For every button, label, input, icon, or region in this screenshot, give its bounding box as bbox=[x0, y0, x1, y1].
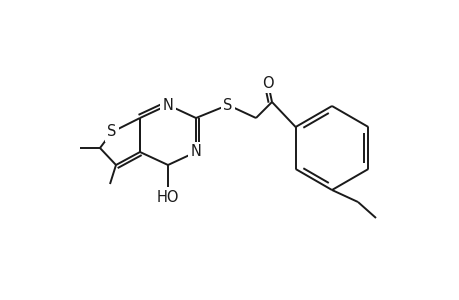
Text: S: S bbox=[107, 124, 117, 140]
Text: O: O bbox=[262, 76, 273, 91]
Text: N: N bbox=[162, 98, 173, 112]
Text: HO: HO bbox=[157, 190, 179, 205]
Text: N: N bbox=[190, 145, 201, 160]
Text: S: S bbox=[223, 98, 232, 112]
